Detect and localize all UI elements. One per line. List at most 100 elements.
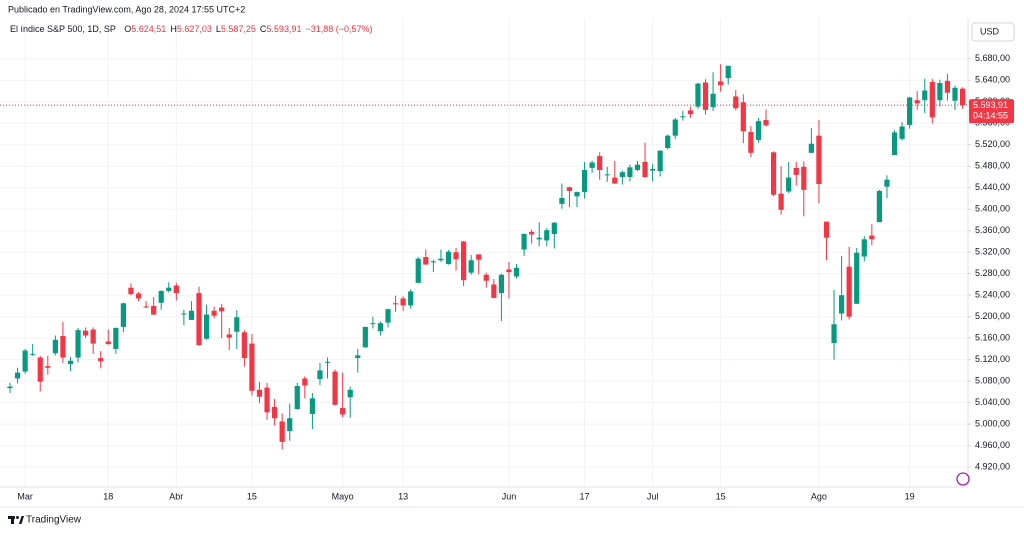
candle-body	[536, 237, 542, 240]
x-tick-label: Mayo	[332, 491, 354, 501]
candle-body	[725, 65, 731, 79]
candle-body	[619, 172, 625, 178]
candle-body	[854, 252, 860, 304]
candle-body	[755, 121, 762, 140]
candle-body	[672, 119, 678, 136]
candle-body	[937, 83, 943, 101]
candle-body	[793, 167, 799, 175]
candle-body	[309, 398, 315, 414]
y-tick-label: 4.960,00	[975, 440, 1010, 450]
candle-body	[544, 230, 550, 241]
published-note: Publicado en TradingView.com, Ago 28, 20…	[8, 4, 245, 14]
y-tick-label: 5.360,00	[975, 225, 1010, 235]
candle-body	[151, 305, 157, 315]
legend-label: C	[260, 24, 267, 34]
candle-body	[423, 257, 429, 265]
candles	[7, 64, 966, 450]
candle-body	[914, 100, 920, 104]
candle-body	[808, 143, 814, 153]
y-tick-label: 5.120,00	[975, 354, 1010, 364]
x-tick-label: Mar	[17, 491, 33, 501]
y-tick-label: 5.280,00	[975, 268, 1010, 278]
time-axis: Mar 18 Abr 15 Mayo 13 Jun 17 Jul 15 Ago 19	[17, 491, 914, 501]
candle-body	[173, 285, 179, 294]
candle-body	[748, 131, 754, 153]
candle-body	[14, 372, 21, 379]
legend-change: −31,88 (−0,57%)	[305, 24, 372, 34]
legend: El índice S&P 500, 1D, SP O5.624,51 H5.62…	[10, 24, 373, 34]
currency[interactable]: USD	[980, 26, 1000, 36]
candle-body	[324, 361, 331, 363]
legend-label: O	[124, 24, 131, 34]
candle-body	[45, 366, 51, 368]
x-tick-label: 18	[103, 491, 113, 501]
currency-box[interactable]	[971, 22, 1015, 42]
legend-value: 5.593,91	[266, 24, 301, 34]
candle-body	[498, 274, 504, 294]
x-tick-label: 15	[247, 491, 257, 501]
candle-body	[143, 306, 149, 308]
y-tick-label: 5.640,00	[975, 75, 1010, 85]
candle-body	[279, 421, 285, 442]
candle-body	[702, 82, 709, 110]
candle-body	[483, 274, 489, 281]
y-tick-label: 5.480,00	[975, 161, 1010, 171]
candle-body	[733, 96, 739, 109]
legend-value: 5.627,03	[177, 24, 212, 34]
candle-body	[90, 329, 96, 344]
candle-body	[846, 266, 852, 317]
legend-label: H	[170, 24, 177, 34]
legend-value: 5.624,51	[131, 24, 166, 34]
last-price-box	[969, 99, 1014, 124]
candle-body	[22, 350, 28, 372]
y-tick-label: 5.320,00	[975, 247, 1010, 257]
candle-body	[234, 317, 240, 332]
y-tick-label: 5.200,00	[975, 311, 1010, 321]
candle-body	[657, 150, 663, 172]
logo-part	[11, 516, 14, 524]
candle-body	[959, 88, 966, 106]
x-tick-label: Ago	[811, 491, 827, 501]
y-tick-label: 5.520,00	[975, 139, 1010, 149]
candle-body	[581, 170, 588, 193]
x-tick-label: Jun	[502, 491, 517, 501]
candle-body	[718, 81, 724, 86]
candle-body	[377, 323, 384, 332]
x-tick-label: 19	[905, 491, 915, 501]
candle-body	[687, 110, 693, 115]
candle-body	[823, 221, 830, 238]
candle-body	[362, 326, 368, 348]
candle-body	[203, 314, 210, 339]
candle-body	[181, 313, 187, 315]
candle-body	[415, 258, 421, 283]
indicator-icon[interactable]	[956, 472, 970, 486]
candle-body	[287, 418, 293, 432]
candle-body	[438, 258, 444, 261]
candle-body	[264, 387, 270, 413]
candle-body	[884, 179, 890, 187]
candle-body	[294, 386, 300, 410]
candle-body	[445, 251, 452, 265]
candle-body	[740, 102, 746, 132]
candle-body	[302, 378, 308, 386]
y-tick-label: 5.000,00	[975, 419, 1010, 429]
candle-body	[695, 83, 701, 107]
candle-body	[7, 386, 13, 389]
x-tick-label: Abr	[169, 491, 183, 501]
candle-body	[869, 235, 875, 240]
candle-body	[461, 241, 467, 281]
candle-body	[839, 295, 845, 314]
candle-body	[763, 120, 769, 126]
candle-body	[113, 327, 119, 349]
candle-body	[128, 287, 134, 295]
candle-body	[468, 260, 474, 273]
candle-body	[831, 324, 837, 344]
candle-body	[642, 161, 648, 178]
candle-body	[604, 174, 610, 176]
candle-body	[158, 290, 164, 303]
candle-body	[491, 284, 497, 298]
y-tick-label: 5.240,00	[975, 290, 1010, 300]
